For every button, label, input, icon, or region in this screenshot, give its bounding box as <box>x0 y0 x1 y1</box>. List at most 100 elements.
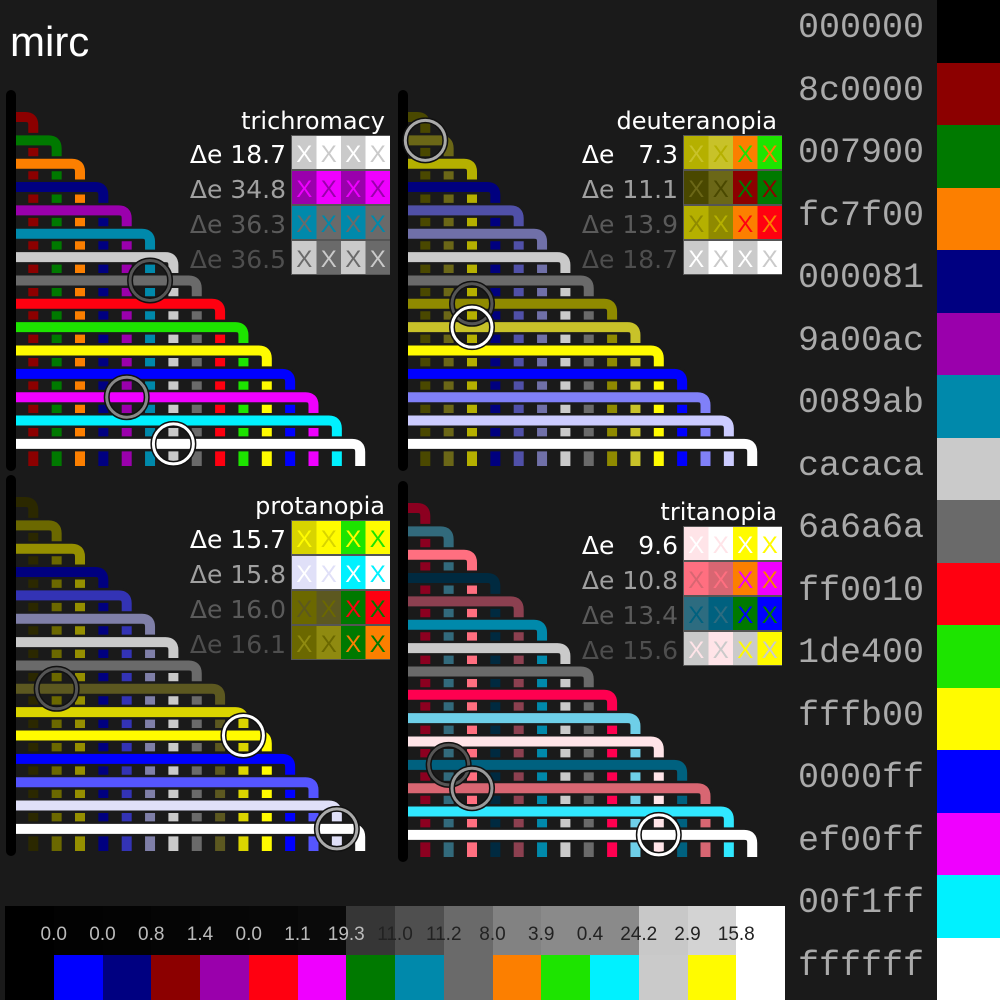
color-cell <box>102 955 152 1000</box>
luminance-cell <box>151 906 200 955</box>
palette-swatch <box>937 62 1000 125</box>
color-line <box>11 275 202 466</box>
swatch-cell <box>365 171 390 204</box>
color-cell <box>443 955 493 1000</box>
swatch-cell <box>292 171 317 204</box>
swatch-cell <box>316 591 341 624</box>
color-line <box>11 205 132 466</box>
x-mark: X <box>688 211 704 238</box>
luminance-bar: 0.0 0.0 0.8 1.4 0.0 1.1 19.3 11.0 11.2 8.0 3.9 0.4 2… <box>5 906 785 1000</box>
color-line <box>11 252 179 466</box>
palette-swatch <box>937 937 1000 1000</box>
swatch-cell <box>757 206 782 239</box>
color-line <box>403 619 548 857</box>
x-mark: X <box>296 176 312 203</box>
swatch-cell <box>341 556 366 589</box>
swatch-cell <box>365 521 390 554</box>
palette-hex: 0000ff <box>797 758 925 798</box>
x-mark: X <box>713 637 729 664</box>
color-cell <box>297 955 347 1000</box>
swatch-cell <box>733 632 758 665</box>
color-cell <box>687 955 737 1000</box>
swatch-cell <box>316 556 341 589</box>
x-mark: X <box>321 246 337 273</box>
color-cell <box>151 955 200 1000</box>
delta-e-label: Δe 15.7 <box>190 525 286 554</box>
palette-row: fffb00 <box>785 687 1000 750</box>
palette-row: cacaca <box>785 437 1000 500</box>
x-mark: X <box>713 211 729 238</box>
delta-e-label: Δe 18.7 <box>582 245 678 274</box>
swatch-cell <box>684 597 709 630</box>
palette-hex: ef00ff <box>797 820 925 861</box>
x-mark: X <box>762 246 778 273</box>
color-line <box>11 158 85 466</box>
swatch-cell <box>341 171 366 204</box>
color-cell <box>541 955 590 1000</box>
x-mark: X <box>762 141 778 168</box>
delta-e-label: Δe 10.8 <box>582 566 678 595</box>
color-cell <box>638 955 688 1000</box>
swatch-cell <box>733 597 758 630</box>
color-cell <box>736 955 785 1000</box>
palette-row: 007900 <box>785 125 1000 188</box>
luminance-cell <box>638 906 688 955</box>
color-line <box>403 322 641 466</box>
swatch-cell <box>341 521 366 554</box>
luminance-cell <box>590 906 639 955</box>
confusion-circle <box>427 743 471 787</box>
color-line <box>11 613 156 851</box>
palette-swatch <box>937 687 1000 750</box>
x-mark: X <box>345 526 361 553</box>
confusion-circle <box>221 714 265 757</box>
delta-e-label: Δe 15.8 <box>190 560 286 589</box>
contrast-value: 2.9 <box>674 924 701 945</box>
x-mark: X <box>713 176 729 203</box>
delta-e-label: Δe 15.6 <box>582 636 678 665</box>
x-mark: X <box>296 246 312 273</box>
swatch-cell <box>757 562 782 595</box>
x-mark: X <box>345 561 361 588</box>
color-line <box>11 637 179 851</box>
swatch-cell <box>757 136 782 169</box>
palette-swatch <box>937 250 1000 313</box>
delta-e-label: Δe 36.5 <box>190 245 286 274</box>
palette-row: ffffff <box>785 937 1000 1000</box>
color-cell <box>346 955 395 1000</box>
x-mark: X <box>370 176 386 203</box>
luminance-cell <box>687 906 737 955</box>
x-mark: X <box>737 637 753 664</box>
swatch-cell <box>292 206 317 239</box>
color-line <box>403 526 454 857</box>
color-line <box>403 736 664 857</box>
confusion-circle <box>105 375 149 419</box>
x-mark: X <box>296 631 312 658</box>
color-line <box>403 182 501 466</box>
x-mark: X <box>762 567 778 594</box>
palette-hex: fffb00 <box>797 695 925 736</box>
x-mark: X <box>370 631 386 658</box>
palette-swatch <box>937 375 1000 438</box>
swatch-cell <box>365 626 390 659</box>
x-mark: X <box>296 561 312 588</box>
swatch-cell <box>292 136 317 169</box>
x-mark: X <box>737 211 753 238</box>
delta-e-label: Δe 18.7 <box>190 140 286 169</box>
swatch-cell <box>292 591 317 624</box>
panel-title: deuteranopia <box>617 107 777 135</box>
x-mark: X <box>345 176 361 203</box>
color-line <box>11 660 202 851</box>
color-line <box>403 228 548 466</box>
x-mark: X <box>713 532 729 559</box>
contrast-value: 0.4 <box>576 924 604 945</box>
color-line <box>11 345 272 466</box>
contrast-value: 24.2 <box>620 924 658 945</box>
panel-title: trichromacy <box>241 107 385 135</box>
palette-swatch <box>937 0 1000 63</box>
color-line <box>403 596 524 857</box>
swatch-cell <box>684 632 709 665</box>
delta-e-label: Δe 11.1 <box>582 175 678 204</box>
palette-row: 0000ff <box>785 750 1000 813</box>
